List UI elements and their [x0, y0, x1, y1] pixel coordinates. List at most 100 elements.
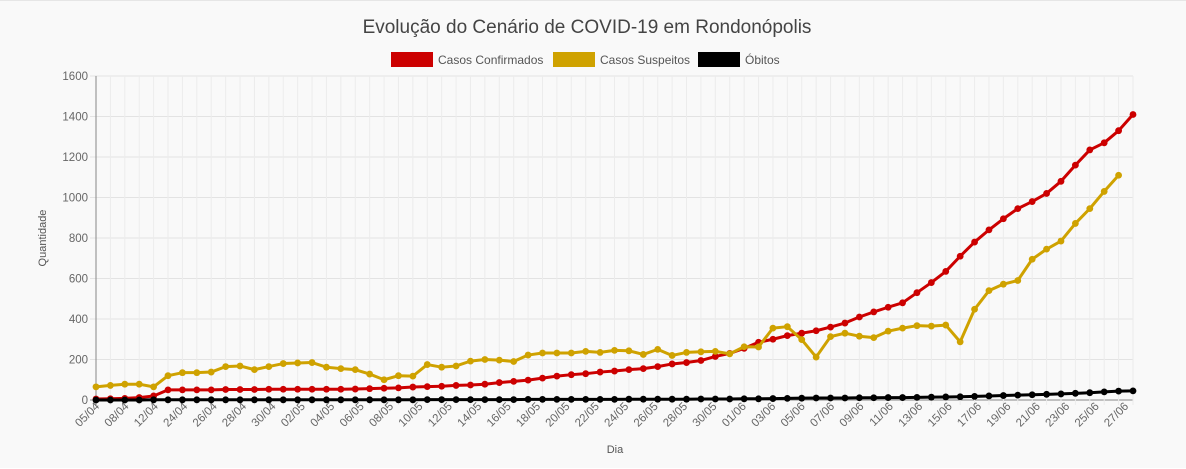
data-point[interactable] [452, 396, 460, 403]
data-point[interactable] [107, 396, 114, 404]
data-point[interactable] [726, 350, 734, 358]
data-point[interactable] [553, 349, 561, 357]
data-point[interactable] [539, 349, 546, 357]
data-point[interactable] [884, 303, 892, 311]
data-point[interactable] [1057, 177, 1065, 185]
data-point[interactable] [1129, 387, 1137, 395]
data-point[interactable] [1028, 198, 1036, 205]
data-point[interactable] [279, 385, 287, 393]
data-point[interactable] [1115, 171, 1122, 179]
data-point[interactable] [611, 395, 618, 403]
data-point[interactable] [971, 238, 978, 246]
data-point[interactable] [683, 395, 690, 403]
data-point[interactable] [236, 386, 244, 393]
data-point[interactable] [222, 386, 230, 393]
data-point[interactable] [855, 313, 863, 321]
data-point[interactable] [899, 299, 906, 307]
data-point[interactable] [164, 386, 172, 394]
data-point[interactable] [654, 345, 662, 353]
data-point[interactable] [495, 356, 503, 364]
data-point[interactable] [639, 395, 647, 403]
data-point[interactable] [251, 386, 258, 393]
data-point[interactable] [755, 395, 762, 403]
data-point[interactable] [639, 365, 647, 373]
data-point[interactable] [423, 383, 431, 391]
data-point[interactable] [726, 395, 734, 403]
data-point[interactable] [236, 396, 244, 404]
data-point[interactable] [913, 289, 921, 297]
data-point[interactable] [798, 394, 806, 402]
data-point[interactable] [279, 396, 287, 404]
data-point[interactable] [164, 372, 172, 380]
data-point[interactable] [279, 360, 287, 367]
data-point[interactable] [1028, 391, 1036, 399]
data-point[interactable] [639, 351, 647, 358]
data-point[interactable] [553, 372, 561, 380]
data-point[interactable] [870, 334, 878, 342]
data-point[interactable] [351, 396, 359, 404]
data-point[interactable] [351, 385, 359, 393]
data-point[interactable] [985, 287, 993, 295]
data-point[interactable] [798, 336, 806, 344]
data-point[interactable] [1086, 146, 1094, 154]
data-point[interactable] [495, 379, 503, 386]
data-point[interactable] [812, 394, 820, 402]
data-point[interactable] [380, 396, 388, 404]
data-point[interactable] [596, 349, 604, 356]
data-point[interactable] [956, 393, 964, 401]
data-point[interactable] [1043, 190, 1050, 197]
data-point[interactable] [999, 215, 1007, 223]
data-point[interactable] [366, 385, 374, 393]
data-point[interactable] [755, 343, 762, 351]
data-point[interactable] [308, 359, 316, 366]
data-point[interactable] [294, 385, 302, 393]
data-point[interactable] [567, 371, 575, 379]
data-point[interactable] [481, 396, 489, 403]
data-point[interactable] [467, 357, 474, 365]
data-point[interactable] [855, 394, 863, 402]
data-point[interactable] [740, 343, 748, 351]
data-point[interactable] [1086, 205, 1094, 213]
data-point[interactable] [668, 360, 676, 368]
data-point[interactable] [971, 392, 978, 400]
data-point[interactable] [179, 386, 186, 394]
data-point[interactable] [452, 362, 460, 370]
data-point[interactable] [409, 372, 417, 380]
data-point[interactable] [193, 396, 201, 404]
data-point[interactable] [207, 396, 215, 404]
data-point[interactable] [323, 363, 330, 371]
data-point[interactable] [438, 363, 446, 371]
data-point[interactable] [855, 332, 863, 340]
data-point[interactable] [222, 363, 230, 370]
data-point[interactable] [409, 383, 417, 391]
data-point[interactable] [179, 396, 186, 404]
data-point[interactable] [827, 323, 834, 331]
data-point[interactable] [769, 324, 777, 332]
data-point[interactable] [740, 395, 748, 403]
data-point[interactable] [423, 361, 431, 368]
data-point[interactable] [265, 396, 273, 404]
data-point[interactable] [265, 363, 273, 370]
data-point[interactable] [827, 394, 834, 402]
data-point[interactable] [812, 353, 820, 361]
data-point[interactable] [337, 385, 345, 393]
data-point[interactable] [812, 327, 820, 335]
data-point[interactable] [841, 394, 849, 402]
data-point[interactable] [582, 395, 590, 403]
data-point[interactable] [783, 394, 791, 402]
data-point[interactable] [927, 393, 935, 401]
data-point[interactable] [999, 280, 1007, 288]
data-point[interactable] [121, 380, 129, 388]
data-point[interactable] [870, 394, 878, 402]
data-point[interactable] [395, 372, 402, 380]
data-point[interactable] [222, 396, 230, 404]
data-point[interactable] [251, 396, 258, 404]
data-point[interactable] [553, 395, 561, 403]
data-point[interactable] [1014, 205, 1022, 213]
data-point[interactable] [524, 395, 532, 403]
data-point[interactable] [841, 319, 849, 327]
legend-swatch-1[interactable] [391, 52, 433, 67]
data-point[interactable] [337, 396, 345, 404]
data-point[interactable] [510, 358, 518, 365]
data-point[interactable] [783, 332, 791, 340]
